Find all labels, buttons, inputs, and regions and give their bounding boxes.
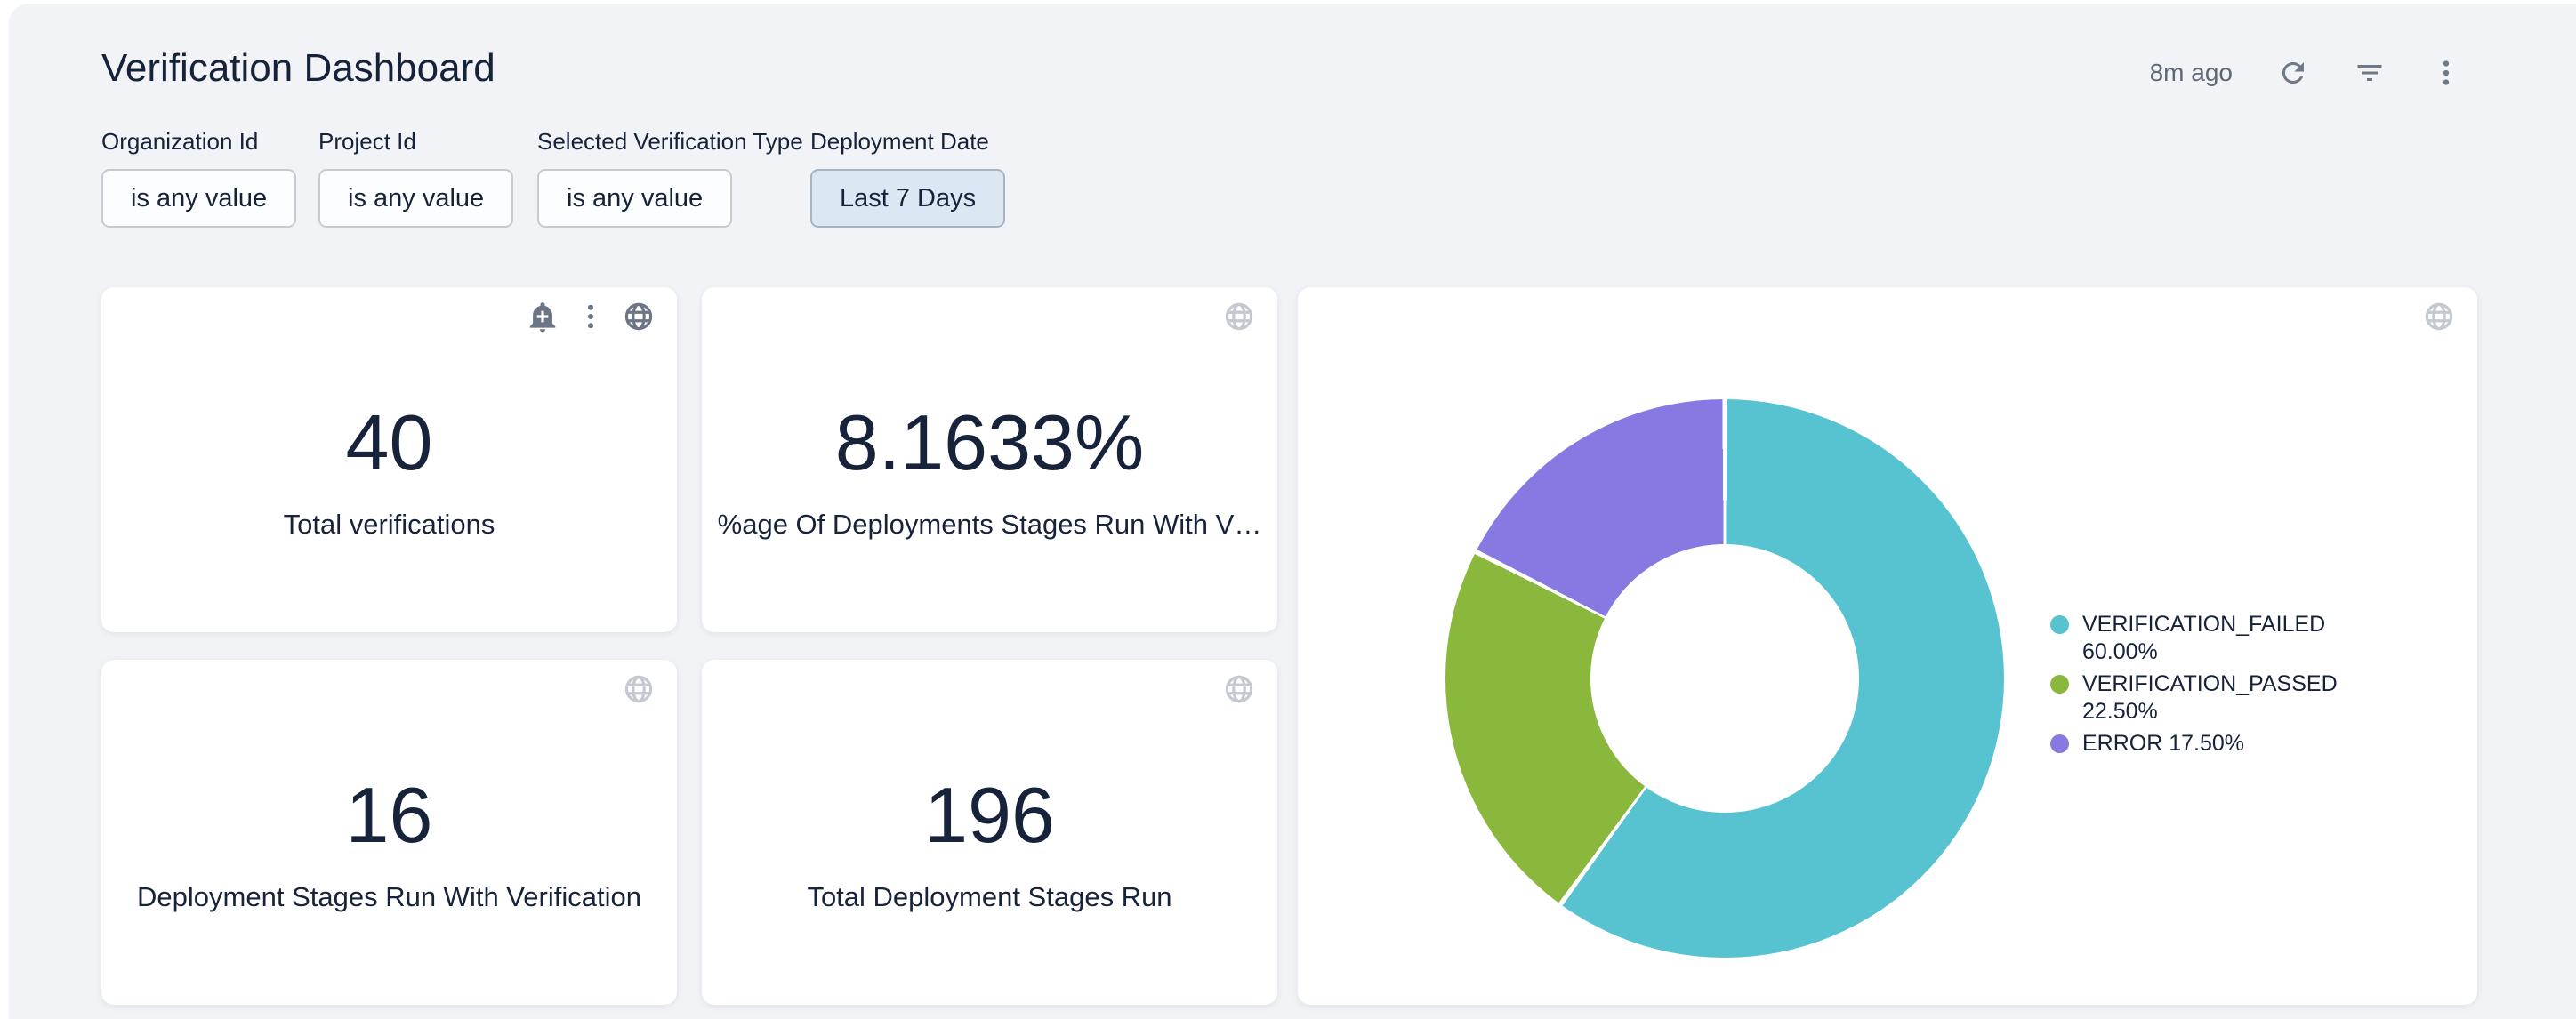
legend-dot: [2050, 675, 2069, 694]
tile-deployment-stages-run-with-verification: 16 Deployment Stages Run With Verificati…: [101, 660, 677, 1005]
filter-icon[interactable]: [2354, 57, 2386, 89]
filter-label: Selected Verification Type: [537, 128, 803, 155]
tile-value: 16: [345, 771, 433, 859]
donut-chart[interactable]: [1445, 399, 2004, 958]
tile-pct-deployment-stages-with-verification: 8.1633% %age Of Deployments Stages Run W…: [702, 287, 1277, 632]
legend-dot: [2050, 615, 2069, 634]
tile-value: 8.1633%: [834, 398, 1145, 486]
filter-project-id: Project Id is any value: [318, 128, 514, 228]
tile-label: %age Of Deployments Stages Run With V…: [717, 509, 1262, 540]
legend-item-verification-failed[interactable]: VERIFICATION_FAILED 60.00%: [2050, 611, 2406, 666]
tile-total-deployment-stages-run: 196 Total Deployment Stages Run: [702, 660, 1277, 1005]
tile-total-verifications: 40 Total verifications: [101, 287, 677, 632]
tile-label: Total verifications: [283, 509, 495, 540]
filter-value-button-active[interactable]: Last 7 Days: [810, 169, 1006, 228]
kebab-menu-icon[interactable]: [2430, 57, 2462, 89]
legend-label: ERROR 17.50%: [2082, 731, 2245, 756]
filter-value-button[interactable]: is any value: [318, 169, 514, 228]
filter-value-button[interactable]: is any value: [101, 169, 297, 228]
page-title: Verification Dashboard: [101, 46, 495, 90]
chart-legend: VERIFICATION_FAILED 60.00% VERIFICATION_…: [2050, 611, 2406, 762]
tile-value: 40: [345, 398, 433, 486]
refresh-icon[interactable]: [2277, 57, 2309, 89]
tile-value: 196: [924, 771, 1055, 859]
pass-vs-fail-chart-card: Pass vs Fail VERIFICATION_FAILED 60.00% …: [1298, 287, 2477, 1005]
filter-label: Project Id: [318, 128, 416, 155]
filter-label: Organization Id: [101, 128, 259, 155]
filter-label: Deployment Date: [810, 128, 989, 155]
last-refresh-timestamp: 8m ago: [2149, 59, 2233, 86]
globe-icon[interactable]: [622, 672, 656, 706]
legend-label: VERIFICATION_PASSED 22.50%: [2082, 671, 2338, 724]
filter-organization-id: Organization Id is any value: [101, 128, 297, 228]
filter-deployment-date: Deployment Date Last 7 Days: [810, 128, 1006, 228]
filter-selected-verification-type: Selected Verification Type is any value: [537, 128, 803, 228]
tile-kebab-menu-icon[interactable]: [574, 300, 608, 333]
tile-label: Deployment Stages Run With Verification: [137, 881, 641, 912]
legend-item-verification-passed[interactable]: VERIFICATION_PASSED 22.50%: [2050, 670, 2406, 726]
legend-item-error[interactable]: ERROR 17.50%: [2050, 730, 2406, 758]
globe-icon[interactable]: [1222, 300, 1256, 333]
filter-value-button[interactable]: is any value: [537, 169, 733, 228]
globe-icon[interactable]: [2422, 300, 2456, 333]
tile-label: Total Deployment Stages Run: [807, 881, 1172, 912]
add-alert-bell-icon[interactable]: [526, 300, 559, 333]
header-actions: 8m ago: [2150, 50, 2462, 96]
globe-icon[interactable]: [622, 300, 656, 333]
legend-label: VERIFICATION_FAILED 60.00%: [2082, 612, 2326, 664]
legend-dot: [2050, 734, 2069, 753]
globe-icon[interactable]: [1222, 672, 1256, 706]
